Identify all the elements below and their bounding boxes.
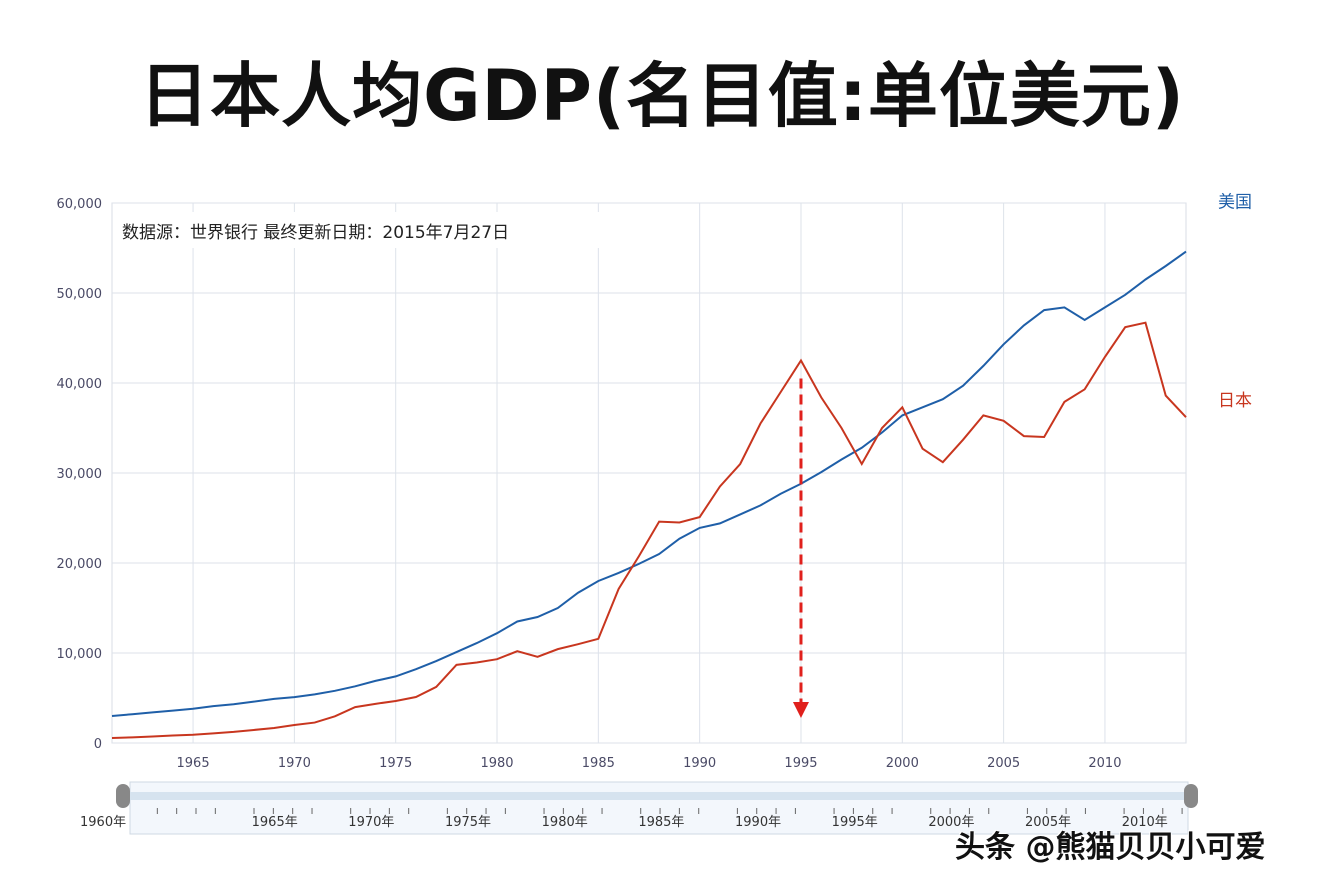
x-tick-label: 2010 <box>1088 756 1121 771</box>
range-slider-bar <box>130 792 1188 800</box>
range-slider-label: 1990年 <box>735 815 781 830</box>
legend-label-japan: 日本 <box>1218 391 1252 411</box>
x-tick-label: 1970 <box>278 756 311 771</box>
y-tick-label: 0 <box>94 737 102 752</box>
x-tick-label: 2005 <box>987 756 1020 771</box>
source-note: 数据源：世界银行 最终更新日期：2015年7月27日 <box>122 223 509 243</box>
chart-title: 日本人均GDP(名目值:单位美元) <box>139 55 1185 137</box>
series-line-japan <box>111 321 1187 739</box>
range-slider-label: 1995年 <box>832 815 878 830</box>
y-tick-label: 20,000 <box>57 557 103 572</box>
x-tick-label: 1980 <box>480 756 513 771</box>
x-tick-label: 2000 <box>886 756 919 771</box>
range-slider-right-handle[interactable] <box>1184 784 1198 808</box>
range-slider-label: 2005年 <box>1025 815 1071 830</box>
range-slider-label: 2010年 <box>1122 815 1168 830</box>
range-slider-label: 1960年 <box>80 815 126 830</box>
y-tick-label: 30,000 <box>57 467 103 482</box>
range-slider-track <box>129 781 1189 835</box>
watermark: 头条 @熊猫贝贝小可爱 <box>955 830 1266 865</box>
range-slider-left-handle[interactable] <box>116 784 130 808</box>
y-tick-label: 40,000 <box>57 377 103 392</box>
range-slider-label: 1980年 <box>542 815 588 830</box>
x-tick-label: 1985 <box>582 756 615 771</box>
range-slider-label: 1970年 <box>348 815 394 830</box>
x-tick-label: 1965 <box>177 756 210 771</box>
series-line-usa <box>111 250 1187 717</box>
y-tick-label: 10,000 <box>57 647 103 662</box>
x-tick-label: 1975 <box>379 756 412 771</box>
range-slider-label: 1985年 <box>638 815 684 830</box>
range-slider-label: 1965年 <box>252 815 298 830</box>
range-slider-label: 2000年 <box>928 815 974 830</box>
legend-label-usa: 美国 <box>1218 193 1252 213</box>
x-tick-label: 1990 <box>683 756 716 771</box>
y-tick-label: 60,000 <box>57 197 103 212</box>
y-tick-label: 50,000 <box>57 287 103 302</box>
x-tick-label: 1995 <box>784 756 817 771</box>
annotation-arrowhead <box>792 702 809 718</box>
note-bg <box>116 212 636 248</box>
range-slider-label: 1975年 <box>445 815 491 830</box>
